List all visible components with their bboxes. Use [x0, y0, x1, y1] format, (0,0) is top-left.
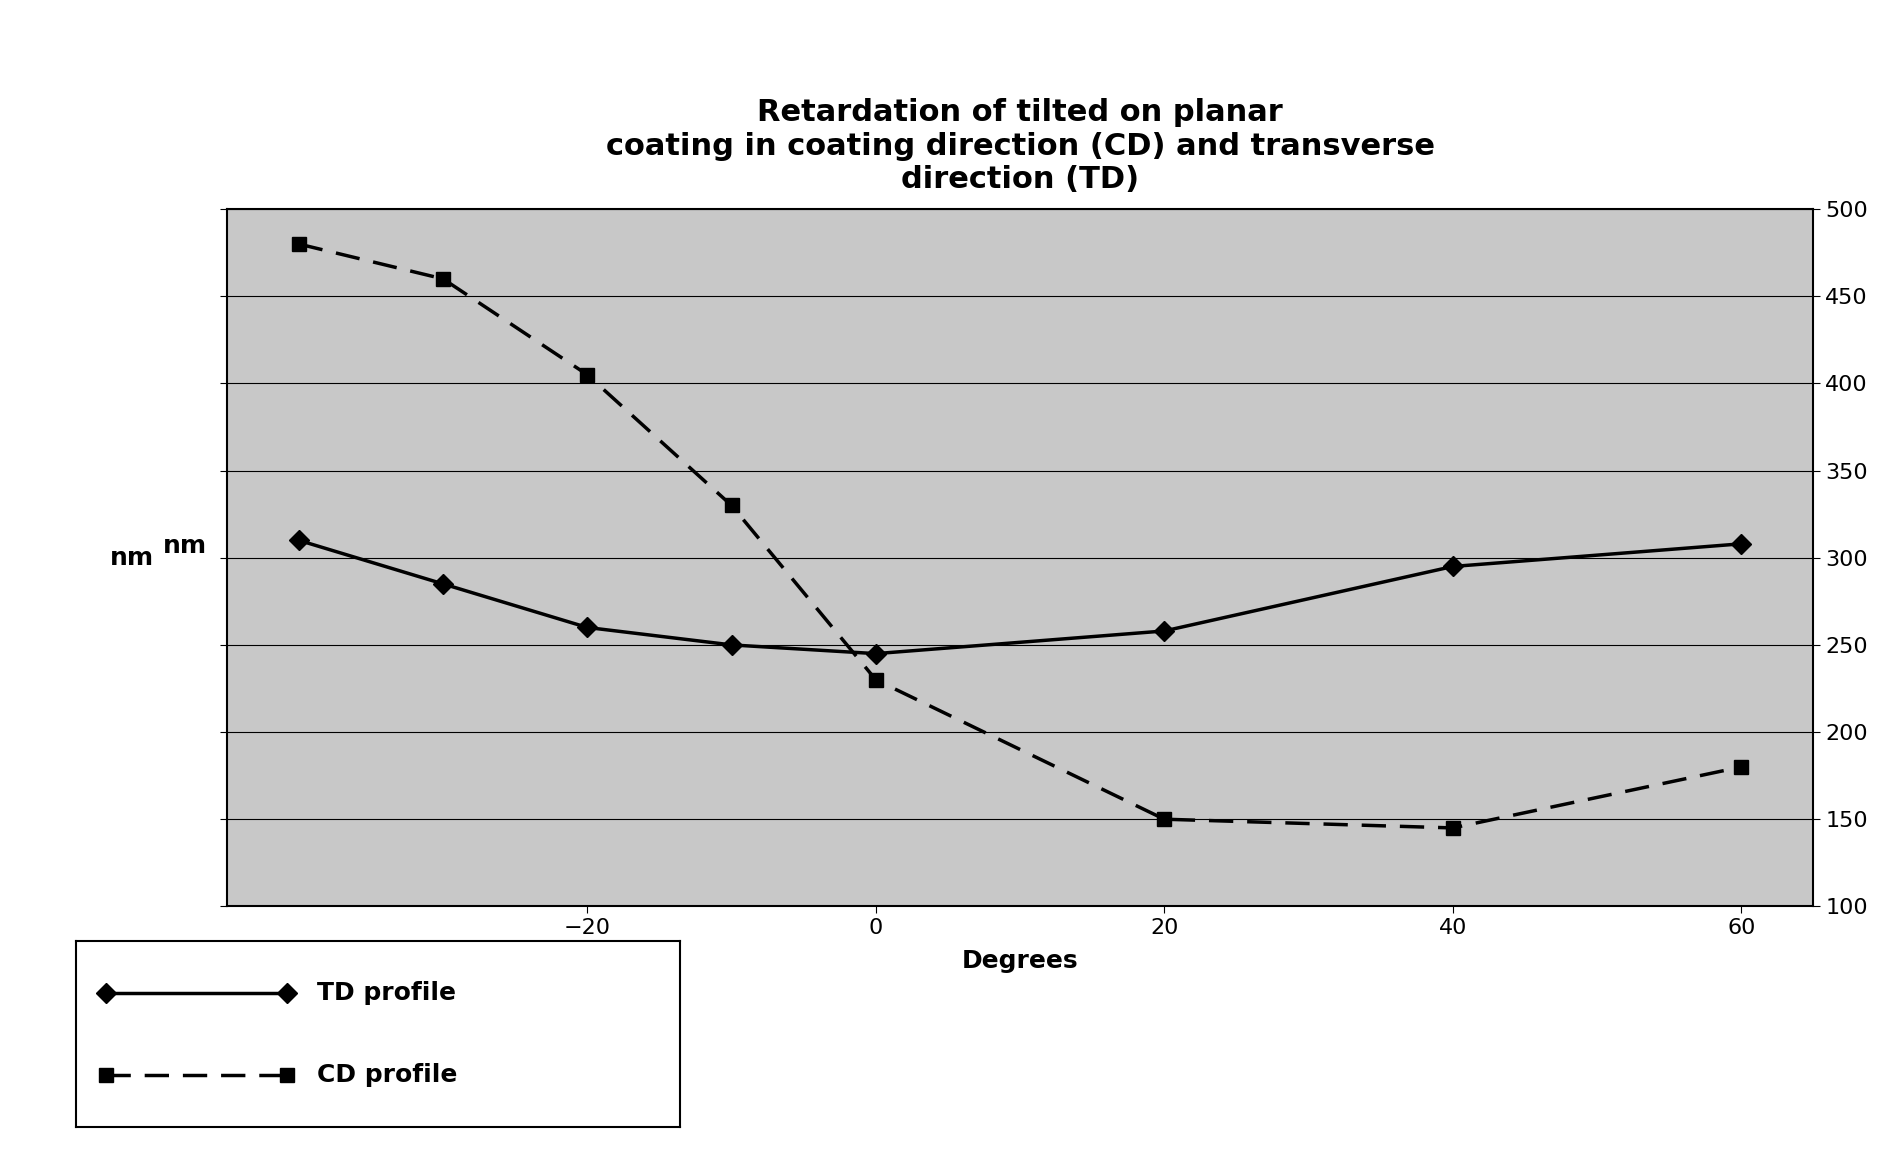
CD profile: [720, 498, 742, 512]
TD profile: [576, 621, 599, 634]
TD profile: [1152, 624, 1175, 638]
CD profile: [287, 237, 310, 251]
TD profile: [865, 646, 888, 660]
Text: nm: nm: [110, 546, 155, 569]
CD profile: [433, 272, 455, 286]
Title: Retardation of tilted on planar
coating in coating direction (CD) and transverse: Retardation of tilted on planar coating …: [606, 98, 1434, 194]
TD profile: [1441, 560, 1464, 574]
CD profile: [1730, 760, 1753, 774]
X-axis label: Degrees: Degrees: [962, 949, 1079, 974]
Line: TD profile: TD profile: [293, 533, 1747, 660]
TD profile: [433, 576, 455, 590]
CD profile: [1441, 820, 1464, 834]
TD profile: [287, 533, 310, 547]
Text: TD profile: TD profile: [317, 981, 457, 1005]
CD profile: [1152, 812, 1175, 826]
CD profile: [865, 673, 888, 687]
CD profile: [576, 367, 599, 381]
TD profile: [720, 638, 742, 652]
Y-axis label: nm: nm: [162, 533, 208, 558]
TD profile: [1730, 537, 1753, 551]
Line: CD profile: CD profile: [293, 237, 1747, 834]
Text: CD profile: CD profile: [317, 1063, 457, 1088]
